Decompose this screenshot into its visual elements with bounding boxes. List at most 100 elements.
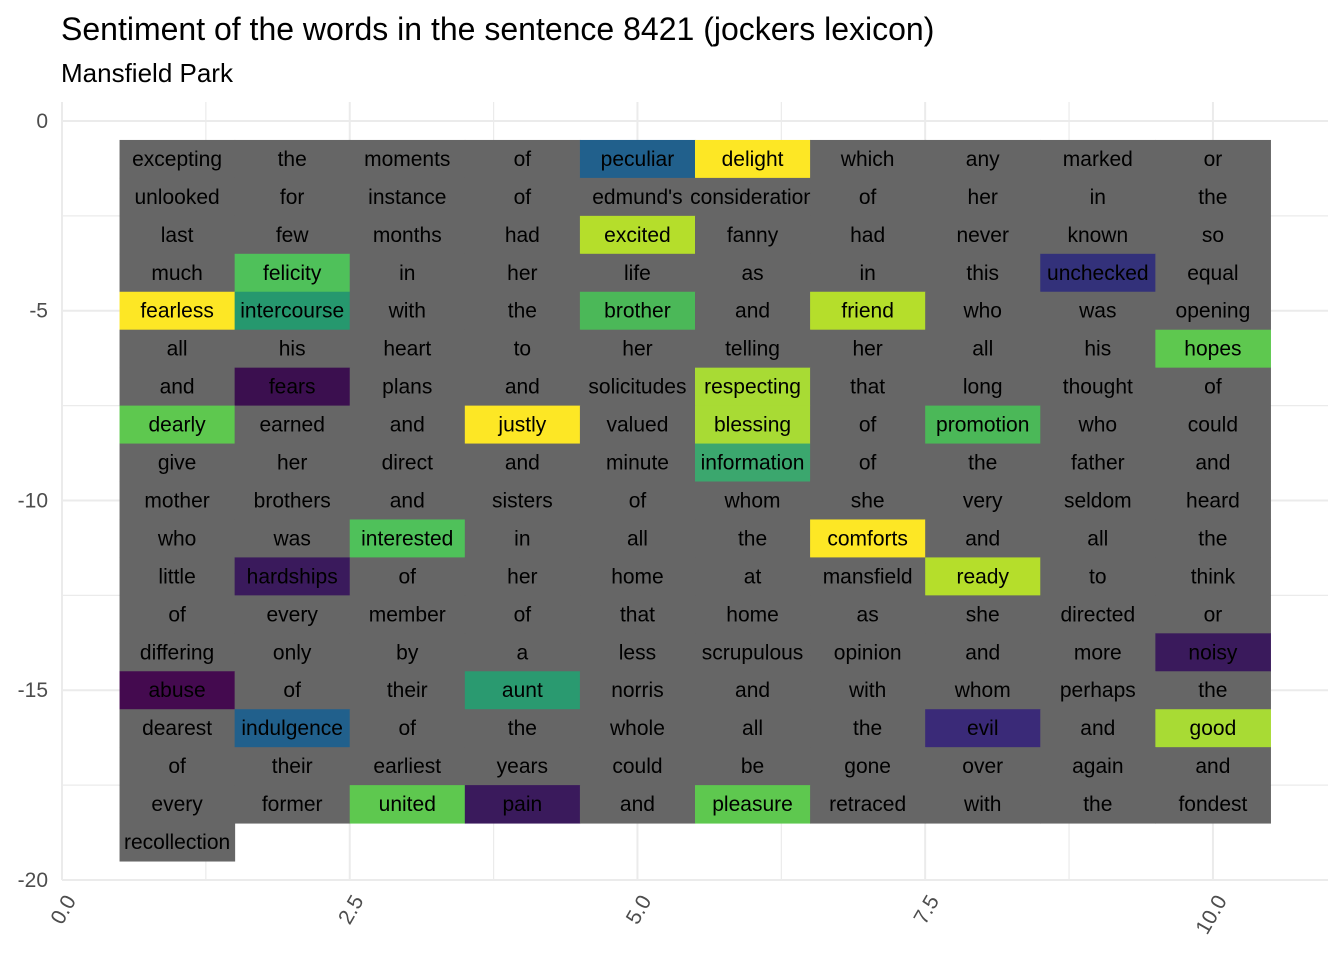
word-label: to — [1089, 565, 1107, 588]
word-tile-fill — [1155, 215, 1271, 255]
word-tile-fill — [1040, 215, 1156, 255]
word-tile: the — [1155, 177, 1271, 217]
word-tile-fill — [925, 709, 1041, 748]
word-label: the — [853, 717, 882, 740]
word-tile: consideration — [690, 177, 815, 217]
word-tile-fill — [925, 519, 1041, 558]
word-label: very — [963, 489, 1003, 512]
word-tile-fill — [119, 481, 236, 520]
word-tile-fill — [464, 443, 581, 483]
word-tile: of — [464, 595, 581, 634]
word-tile-fill — [464, 329, 581, 369]
word-label: and — [1195, 452, 1230, 475]
word-label: aunt — [502, 679, 543, 702]
word-label: the — [508, 300, 537, 323]
word-tile-fill — [349, 709, 466, 748]
word-tile-fill — [349, 177, 466, 217]
word-tile: be — [695, 747, 811, 786]
word-label: her — [507, 262, 537, 285]
chart-title: Sentiment of the words in the sentence 8… — [61, 11, 934, 47]
word-tile: father — [1040, 443, 1156, 483]
word-tile: of — [579, 481, 696, 520]
word-tile-fill — [810, 139, 926, 179]
word-tile: hopes — [1155, 329, 1271, 369]
word-tile-fill — [234, 215, 351, 255]
word-tile: unchecked — [1040, 253, 1156, 293]
word-tile-fill — [810, 177, 926, 217]
word-tile-fill — [925, 253, 1041, 293]
y-tick-label: -5 — [29, 300, 48, 323]
word-tile: every — [234, 595, 351, 634]
word-tile-fill — [1155, 443, 1271, 483]
word-label: was — [1078, 300, 1116, 323]
word-label: and — [1080, 717, 1115, 740]
word-tile: all — [695, 709, 811, 748]
word-label: the — [508, 717, 537, 740]
word-label: scrupulous — [702, 641, 804, 664]
word-tile: mother — [119, 481, 236, 520]
word-label: be — [741, 755, 764, 778]
word-tile: excited — [579, 215, 696, 255]
word-tile: excepting — [119, 139, 236, 179]
word-label: abuse — [148, 679, 205, 702]
word-label: a — [517, 641, 529, 664]
word-tile: earliest — [349, 747, 466, 786]
word-label: every — [151, 793, 203, 816]
word-label: direct — [382, 452, 434, 475]
word-tile: whole — [579, 709, 696, 748]
word-tile-fill — [695, 443, 811, 483]
word-label: and — [505, 376, 540, 399]
word-tile: comforts — [810, 519, 926, 558]
word-tile: all — [1040, 519, 1156, 558]
word-label: few — [276, 224, 310, 247]
word-label: telling — [725, 338, 780, 361]
word-label: of — [283, 679, 301, 702]
word-tile: brothers — [234, 481, 351, 520]
word-tile-fill — [1040, 481, 1156, 520]
word-tile-fill — [925, 139, 1041, 179]
word-tile: fanny — [695, 215, 811, 255]
word-tile: think — [1155, 557, 1271, 596]
word-label: all — [972, 338, 993, 361]
word-tile-fill — [695, 329, 811, 369]
word-label: pleasure — [712, 793, 793, 816]
word-label: their — [387, 679, 428, 702]
word-tile: whom — [925, 671, 1041, 710]
word-label: fondest — [1178, 793, 1247, 816]
word-tile: for — [234, 177, 351, 217]
x-tick-label: 7.5 — [910, 891, 945, 928]
word-label: with — [848, 679, 886, 702]
word-label: perhaps — [1060, 679, 1136, 702]
word-tile: respecting — [695, 367, 811, 407]
word-label: heart — [383, 338, 431, 361]
word-tile: to — [1040, 557, 1156, 596]
y-tick-label: -10 — [18, 489, 48, 512]
word-label: hopes — [1184, 338, 1241, 361]
word-tile-fill — [925, 557, 1041, 596]
word-tile-fill — [695, 367, 811, 407]
word-tile-fill — [1040, 443, 1156, 483]
word-tile: at — [695, 557, 811, 596]
word-tile-fill — [1040, 405, 1156, 445]
word-tile-fill — [119, 139, 236, 179]
word-tile-fill — [579, 481, 696, 520]
word-tile: recollection — [119, 823, 236, 862]
word-tile: few — [234, 215, 351, 255]
word-label: fears — [269, 376, 316, 399]
word-label: this — [966, 262, 999, 285]
word-tile: more — [1040, 633, 1156, 672]
word-tile: of — [1155, 367, 1271, 407]
word-label: differing — [140, 641, 214, 664]
word-tile-fill — [119, 519, 236, 558]
word-label: over — [962, 755, 1003, 778]
word-tile-fill — [695, 139, 811, 179]
word-tile-fill — [349, 785, 466, 824]
word-tile-fill — [464, 557, 581, 596]
word-label: indulgence — [241, 717, 343, 740]
x-tick-label: 2.5 — [334, 891, 369, 928]
word-tile: of — [234, 671, 351, 710]
word-tile: peculiar — [579, 139, 696, 179]
word-tile-fill — [1040, 329, 1156, 369]
word-label: the — [1083, 793, 1112, 816]
